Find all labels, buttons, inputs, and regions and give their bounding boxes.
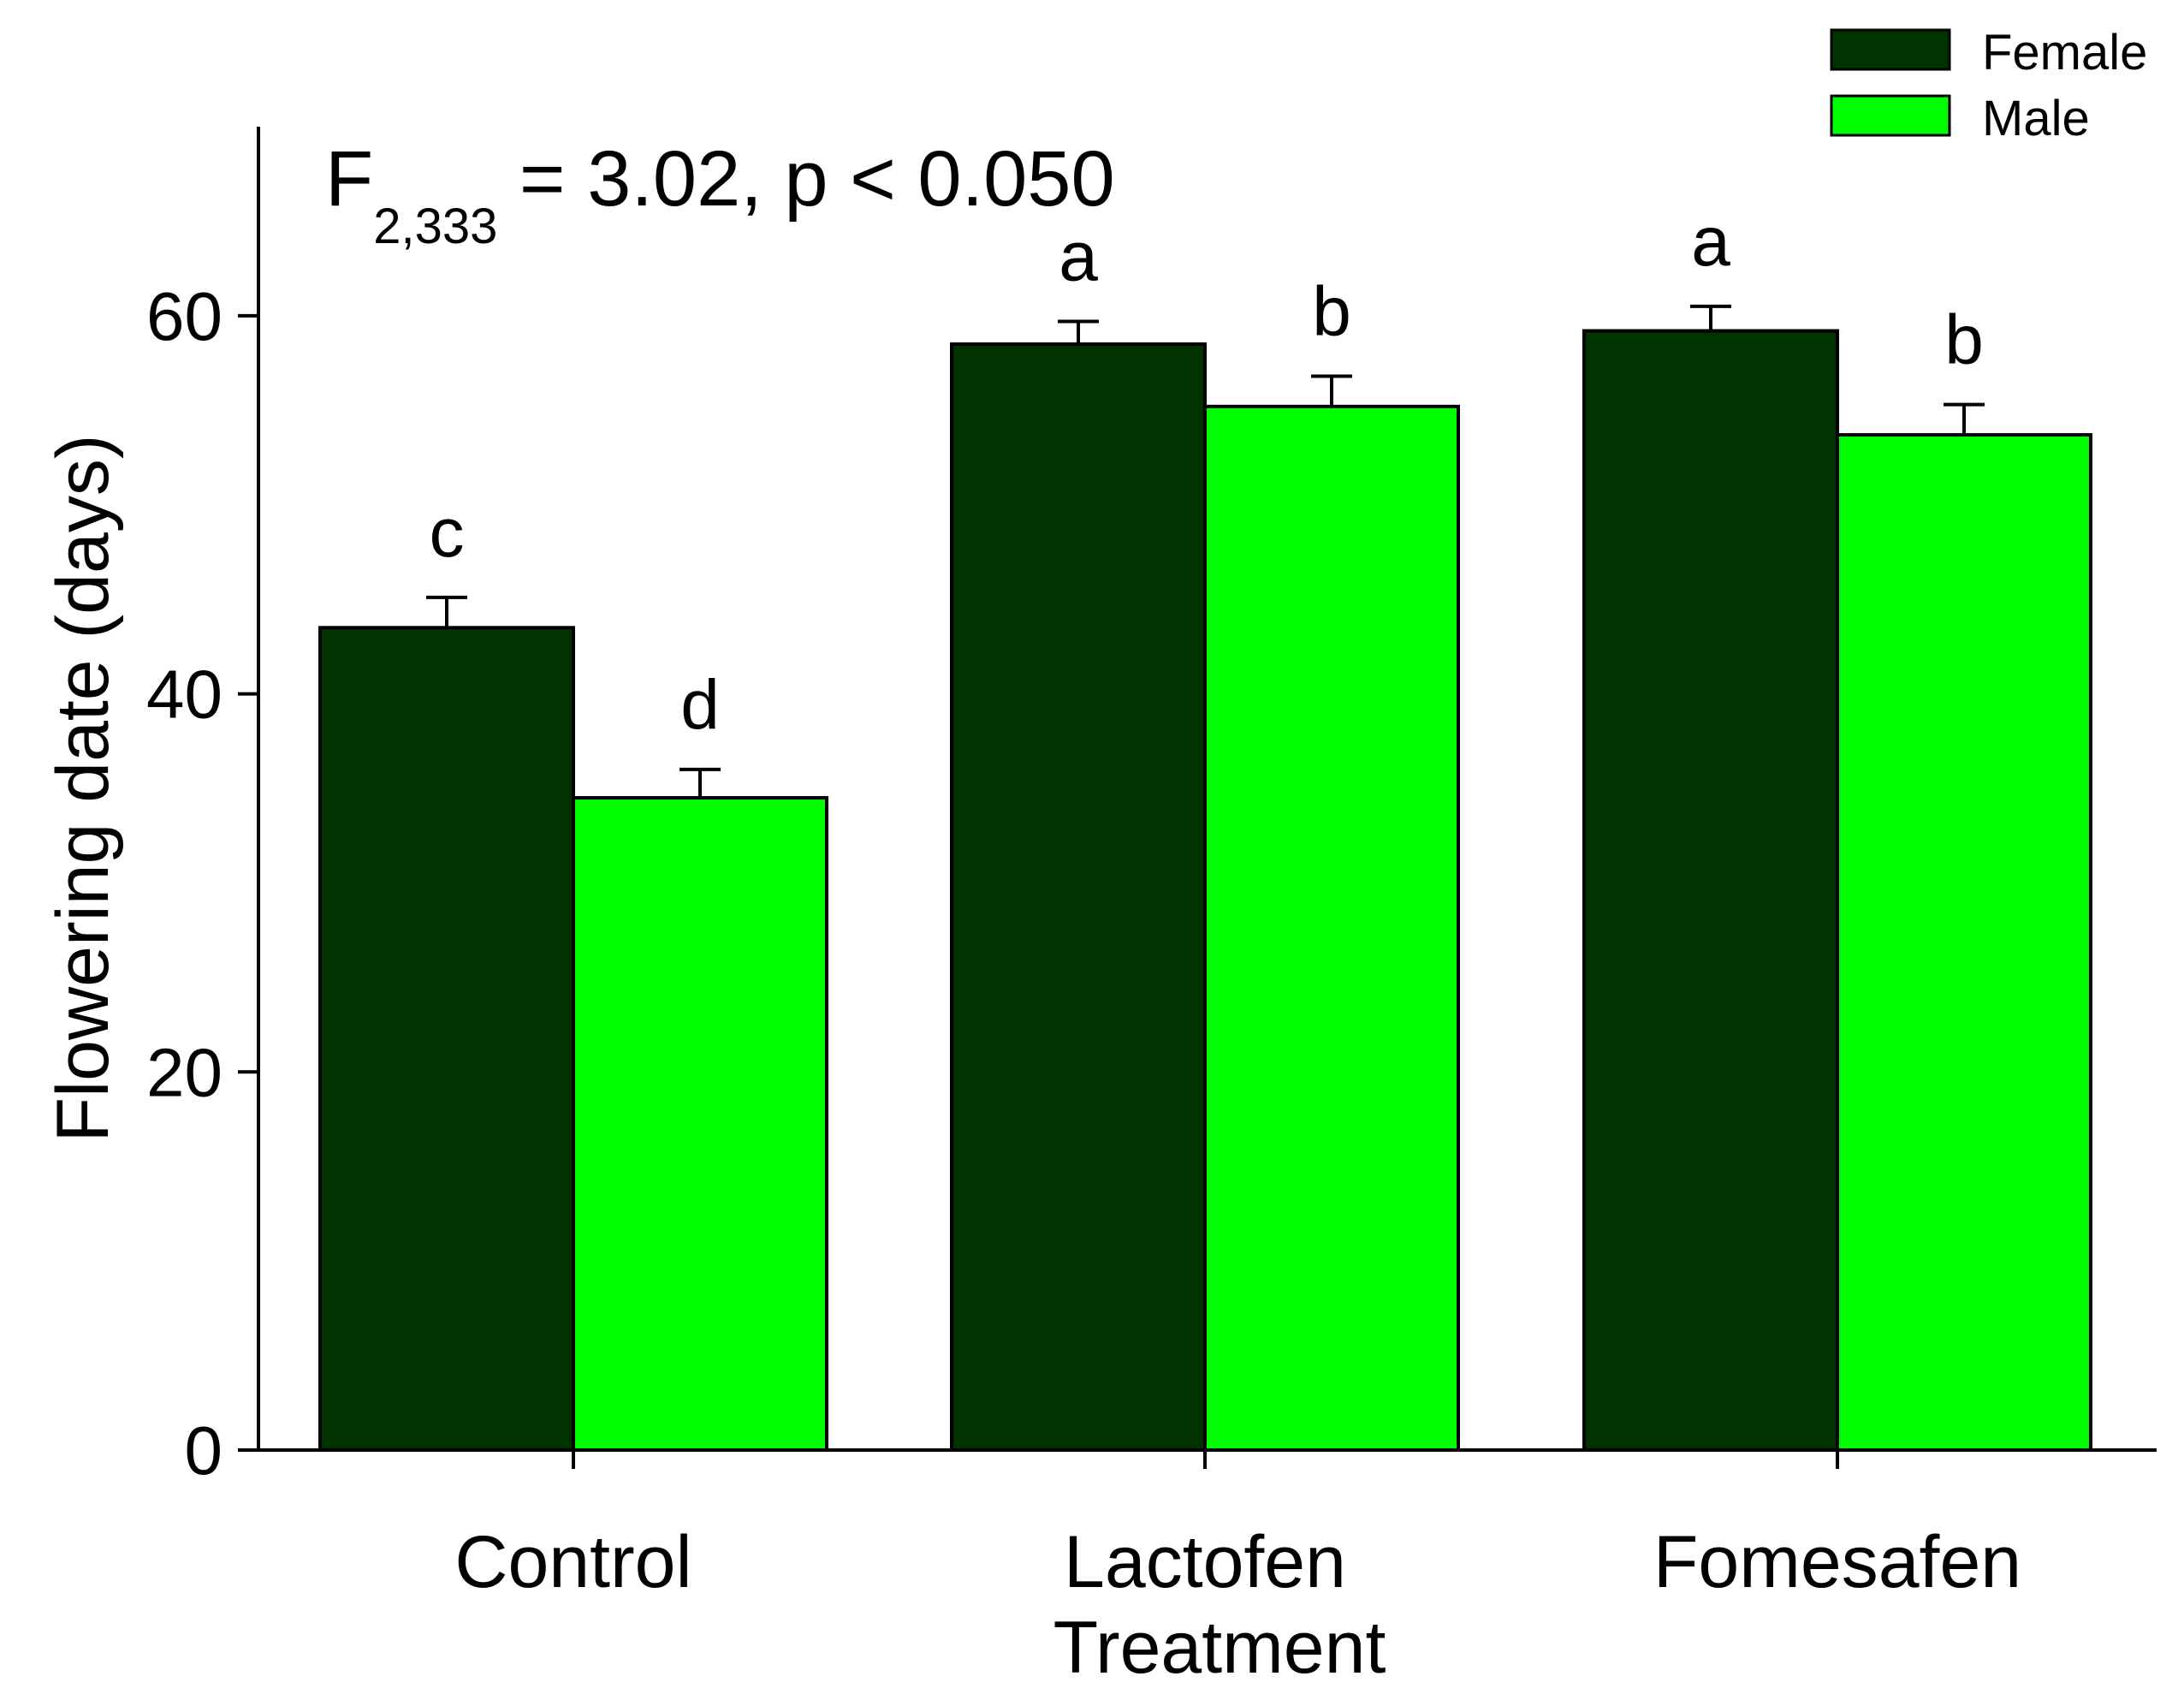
bar-female-lactofen: [950, 342, 1207, 1452]
sig-letter-female-lactofen: a: [1059, 217, 1098, 295]
x-tick-label: Lactofen: [1064, 1521, 1346, 1603]
legend-label-female: Female: [1982, 25, 2147, 80]
x-ticks-group: Control Lactofen Fomesafen: [454, 1450, 2021, 1603]
bar-female-control: [318, 626, 575, 1452]
legend-swatch-male: [1830, 94, 1951, 137]
legend-label-male: Male: [1982, 91, 2090, 146]
stat-rest: = 3.02, p < 0.050: [497, 135, 1114, 223]
x-tick-label: Fomesafen: [1653, 1521, 2021, 1603]
y-tick-label: 20: [146, 1034, 223, 1110]
sig-letter-male-lactofen: b: [1312, 273, 1351, 351]
x-tick-label: Control: [454, 1521, 691, 1603]
stat-annotation: F2,333 = 3.02, p < 0.050: [325, 135, 1115, 254]
bars-group: c a a d b b: [318, 203, 2092, 1453]
bar-male-lactofen: [1203, 404, 1460, 1453]
y-axis-label: Flowering date (days): [42, 435, 124, 1143]
bar-male-control: [572, 796, 828, 1452]
y-ticks-group: 0 20 40 60: [146, 278, 258, 1489]
sig-letter-female-fomesafen: a: [1691, 203, 1730, 281]
legend: Female Male: [1830, 25, 2147, 146]
sig-letter-male-control: d: [680, 666, 720, 744]
bar-male-fomesafen: [1836, 432, 2092, 1452]
y-tick-label: 40: [146, 657, 223, 733]
y-tick-label: 60: [146, 278, 223, 354]
sig-letter-female-control: c: [430, 494, 465, 572]
stat-subscript: 2,333: [373, 199, 497, 254]
bar-female-fomesafen: [1582, 329, 1839, 1452]
legend-swatch-female: [1830, 28, 1951, 71]
sig-letter-male-fomesafen: b: [1944, 301, 1984, 379]
y-tick-label: 0: [185, 1412, 223, 1489]
x-axis-label: Treatment: [1053, 1607, 1386, 1689]
stat-letter: F: [325, 135, 373, 223]
